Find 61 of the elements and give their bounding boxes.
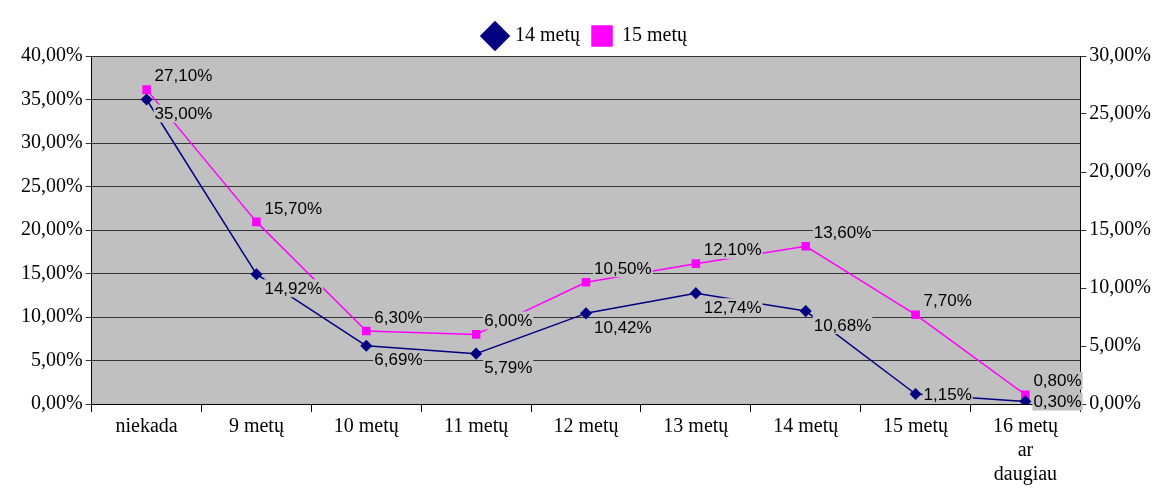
data-label: 0,30%: [1033, 392, 1082, 412]
x-tick-label: 13 metų: [663, 414, 730, 438]
point: [580, 307, 592, 320]
point: [799, 305, 812, 317]
point: [690, 287, 702, 299]
data-label: 27,10%: [154, 66, 213, 86]
legend-label: 15 metų: [622, 23, 688, 47]
y2-tick-label: 20,00%: [1089, 159, 1152, 182]
point: [140, 93, 153, 106]
data-label: 15,70%: [264, 198, 323, 218]
y2-tick-label: 15,00%: [1089, 217, 1152, 240]
point: [801, 241, 810, 251]
y2-tick-label: 0,00%: [1089, 391, 1142, 414]
point: [691, 259, 701, 268]
data-label: 1,15%: [923, 384, 972, 404]
data-label: 10,42%: [594, 318, 652, 338]
y-tick-label: 5,00%: [30, 347, 83, 370]
data-label: 12,74%: [703, 297, 762, 317]
data-label: 35,00%: [154, 104, 213, 124]
y-tick-label: 35,00%: [20, 86, 83, 109]
x-tick-label: 12 metų: [553, 414, 620, 438]
data-label: 6,30%: [374, 307, 423, 327]
y2-tick-label: 30,00%: [1089, 43, 1152, 66]
point: [471, 330, 481, 339]
x-tick-label: niekada: [115, 414, 178, 437]
point: [250, 268, 263, 280]
data-label: 12,10%: [703, 240, 762, 260]
point: [362, 326, 371, 336]
point: [581, 277, 591, 287]
data-label: 7,70%: [923, 291, 972, 311]
data-label: 13,60%: [813, 222, 872, 242]
point: [360, 340, 373, 352]
data-label: 6,00%: [484, 311, 533, 331]
y-tick-label: 30,00%: [20, 130, 83, 153]
y2-tick-label: 5,00%: [1089, 333, 1142, 356]
point: [911, 310, 920, 319]
data-label: 0,80%: [1033, 371, 1082, 391]
y2-tick-label: 25,00%: [1089, 101, 1152, 124]
x-tick-label: 15 metų: [883, 414, 950, 438]
y-tick-label: 25,00%: [20, 173, 83, 196]
y-tick-label: 10,00%: [20, 304, 83, 327]
y-tick-label: 20,00%: [20, 217, 83, 240]
y2-tick-label: 10,00%: [1089, 275, 1152, 298]
data-label: 14,92%: [264, 278, 323, 298]
point: [252, 217, 261, 227]
y-tick-label: 0,00%: [30, 391, 83, 414]
x-tick-label: 11 metų: [444, 414, 510, 438]
legend-label: 14 metų: [515, 23, 581, 47]
y-tick-label: 15,00%: [20, 260, 83, 283]
x-tick-label: 14 metų: [773, 414, 840, 438]
x-tick-label: 16 metų ar daugiau: [992, 414, 1059, 486]
data-label: 10,50%: [594, 258, 652, 278]
x-tick-label: 10 metų: [333, 414, 400, 438]
point: [470, 347, 482, 360]
y-tick-label: 40,00%: [20, 43, 83, 66]
data-label: 10,68%: [813, 315, 872, 335]
data-label: 5,79%: [484, 358, 533, 378]
point: [909, 388, 922, 400]
data-label: 6,69%: [374, 350, 423, 370]
x-tick-label: 9 metų: [228, 414, 285, 438]
point: [142, 85, 151, 94]
